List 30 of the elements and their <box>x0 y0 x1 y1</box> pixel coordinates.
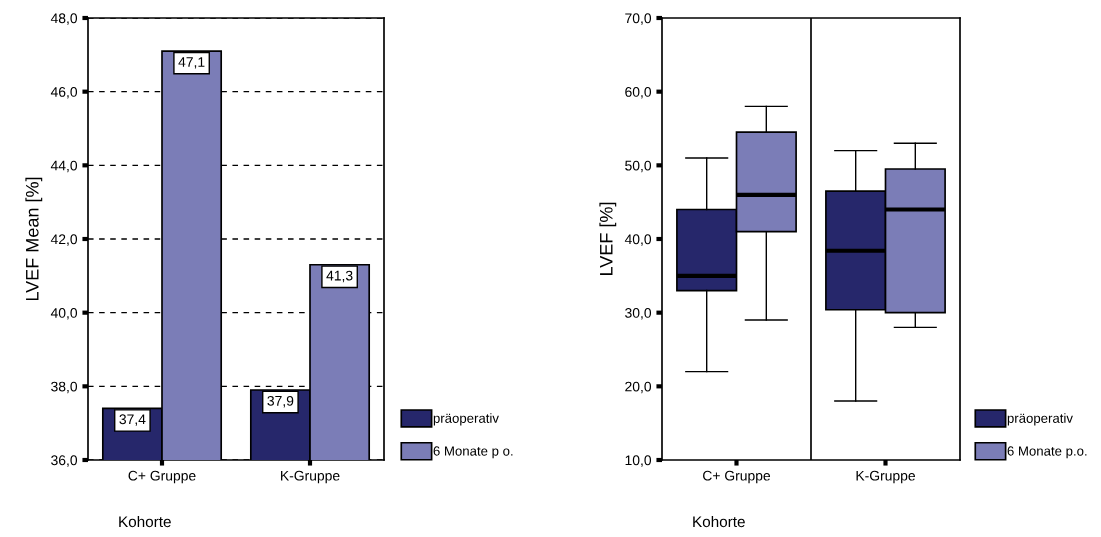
y-tick-label: 20,0 <box>625 381 652 394</box>
x-tick-label: C+ Gruppe <box>703 470 771 484</box>
y-tick-label: 40,0 <box>50 308 78 320</box>
y-tick-label: 40,0 <box>624 234 652 246</box>
x-tick-label: K-Gruppe <box>281 470 340 484</box>
data-label: 47,1 <box>178 57 205 69</box>
data-label: 37,4 <box>119 414 146 426</box>
y-tick-label: 36,0 <box>51 455 78 467</box>
y-tick-label: 46,0 <box>50 87 78 99</box>
legend-label: präoperativ <box>1007 413 1073 426</box>
y-tick-label: 70,0 <box>625 13 652 25</box>
x-tick-label: K-Gruppe <box>856 470 915 484</box>
y-tick-label: 48,0 <box>50 13 78 25</box>
data-label: 37,9 <box>267 395 294 408</box>
y-tick-label: 30,0 <box>625 308 652 320</box>
legend-label: 6 Monate p.o. <box>1007 446 1087 459</box>
y-tick-label: 42,0 <box>50 234 78 246</box>
x-axis-title: Kohorte <box>693 515 745 528</box>
y-tick-label: 10,0 <box>625 455 652 467</box>
y-tick-label: 50,0 <box>625 160 652 173</box>
x-axis-title: Kohorte <box>119 515 171 528</box>
legend-label: präoperativ <box>433 413 499 426</box>
y-tick-label: 38,0 <box>51 381 78 394</box>
data-label: 41,3 <box>326 270 353 283</box>
y-tick-label: 44,0 <box>50 160 78 173</box>
x-tick-label: C+ Gruppe <box>128 470 196 484</box>
y-axis-title: LVEF [%] <box>599 202 617 275</box>
y-tick-label: 60,0 <box>625 87 652 99</box>
y-axis-title: LVEF Mean [%] <box>25 177 43 301</box>
legend-label: 6 Monate p o. <box>433 446 513 459</box>
